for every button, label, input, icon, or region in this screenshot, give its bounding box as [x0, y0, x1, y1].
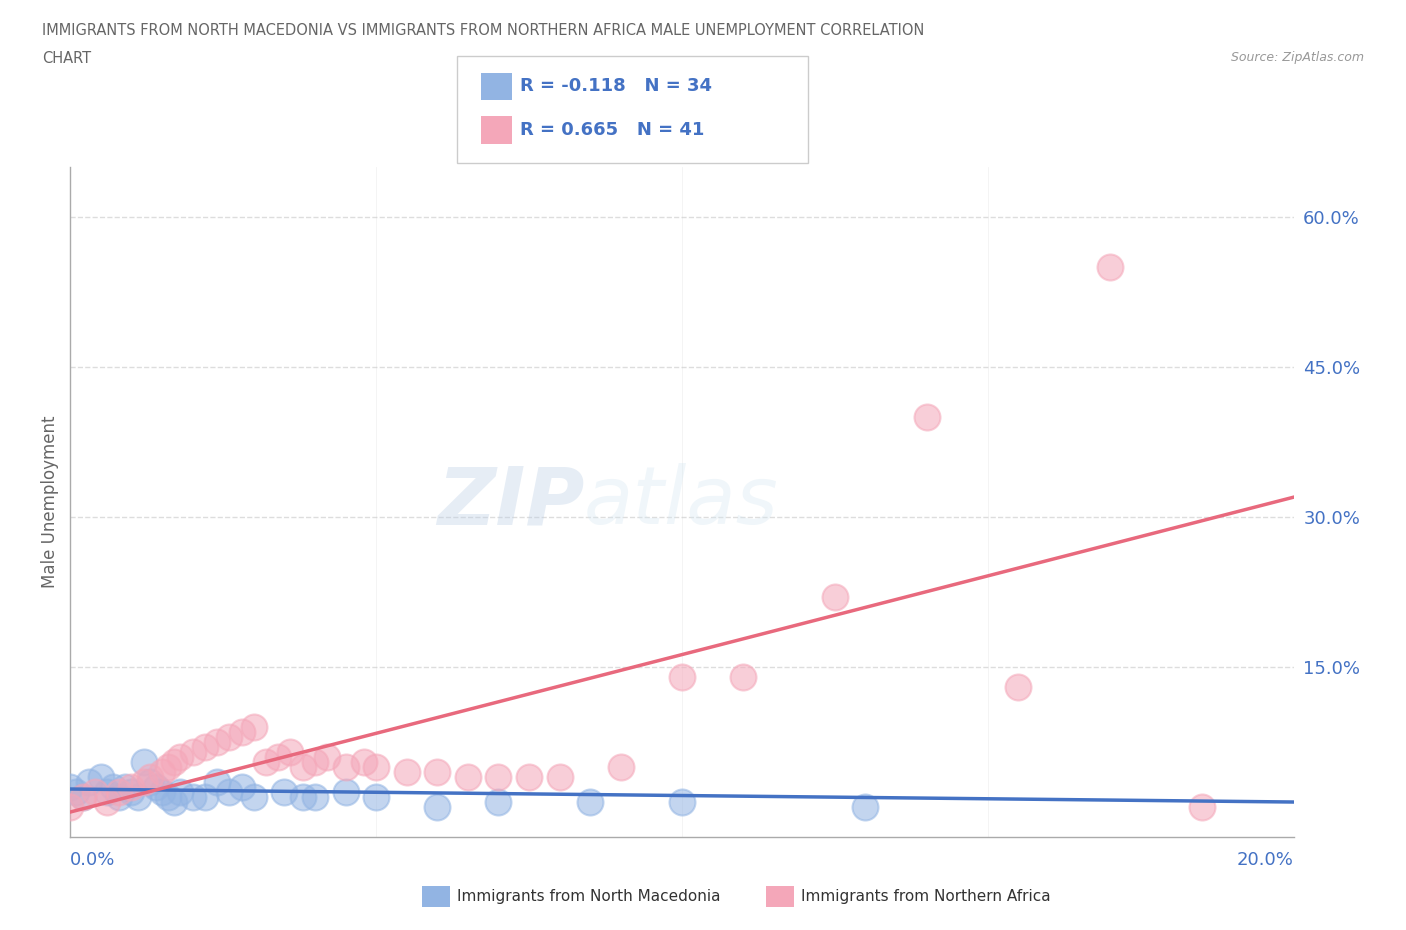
Point [205, 735, 228, 750]
Point [1099, 259, 1122, 274]
Point [163, 794, 186, 809]
Point [243, 720, 266, 735]
Point [108, 785, 131, 800]
Point [101, 779, 124, 794]
Point [291, 760, 314, 775]
Text: Immigrants from North Macedonia: Immigrants from North Macedonia [457, 889, 720, 904]
Point [915, 410, 938, 425]
Point [671, 794, 693, 809]
Point [150, 785, 173, 800]
Point [855, 800, 877, 815]
Point [231, 779, 253, 794]
Point [1191, 800, 1213, 815]
Point [243, 790, 266, 804]
Point [316, 750, 339, 764]
Point [72, 790, 94, 804]
Point [273, 785, 295, 800]
Point [733, 670, 755, 684]
Text: Immigrants from Northern Africa: Immigrants from Northern Africa [801, 889, 1052, 904]
Point [205, 775, 228, 790]
Point [579, 794, 602, 809]
Point [59, 800, 82, 815]
Point [169, 750, 191, 764]
Point [59, 779, 82, 794]
Point [366, 760, 388, 775]
Y-axis label: Male Unemployment: Male Unemployment [41, 416, 59, 589]
Point [65, 785, 87, 800]
Point [671, 670, 693, 684]
Point [254, 754, 277, 769]
Point [132, 775, 155, 790]
Point [353, 754, 375, 769]
Point [83, 785, 105, 800]
Point [395, 764, 418, 779]
Point [517, 770, 540, 785]
Point [218, 785, 240, 800]
Text: CHART: CHART [42, 51, 91, 66]
Point [145, 779, 167, 794]
Point [157, 760, 180, 775]
Point [108, 790, 131, 804]
Point [426, 800, 449, 815]
Text: atlas: atlas [583, 463, 779, 541]
Point [121, 779, 143, 794]
Point [96, 794, 118, 809]
Point [132, 754, 155, 769]
Point [366, 790, 388, 804]
Point [157, 790, 180, 804]
Point [77, 775, 100, 790]
Point [488, 794, 510, 809]
Text: R = 0.665   N = 41: R = 0.665 N = 41 [520, 121, 704, 140]
Text: IMMIGRANTS FROM NORTH MACEDONIA VS IMMIGRANTS FROM NORTHERN AFRICA MALE UNEMPLOY: IMMIGRANTS FROM NORTH MACEDONIA VS IMMIG… [42, 23, 925, 38]
Point [218, 730, 240, 745]
Point [169, 785, 191, 800]
Point [280, 745, 302, 760]
Point [1007, 680, 1029, 695]
Point [150, 764, 173, 779]
Point [426, 764, 449, 779]
Point [194, 739, 217, 754]
Point [127, 790, 149, 804]
Text: ZIP: ZIP [437, 463, 583, 541]
Point [72, 790, 94, 804]
Point [163, 754, 186, 769]
Point [335, 785, 357, 800]
Point [304, 790, 326, 804]
Point [824, 590, 846, 604]
Point [291, 790, 314, 804]
Point [139, 770, 162, 785]
Point [610, 760, 633, 775]
Text: 20.0%: 20.0% [1237, 851, 1294, 870]
Point [335, 760, 357, 775]
Point [96, 785, 118, 800]
Point [90, 770, 112, 785]
Text: 0.0%: 0.0% [70, 851, 115, 870]
Point [457, 770, 479, 785]
Point [548, 770, 571, 785]
Point [194, 790, 217, 804]
Point [181, 745, 204, 760]
Point [267, 750, 290, 764]
Point [121, 785, 143, 800]
Point [304, 754, 326, 769]
Point [231, 724, 253, 739]
Text: R = -0.118   N = 34: R = -0.118 N = 34 [520, 77, 713, 96]
Text: Source: ZipAtlas.com: Source: ZipAtlas.com [1230, 51, 1364, 64]
Point [488, 770, 510, 785]
Point [139, 775, 162, 790]
Point [114, 779, 136, 794]
Point [181, 790, 204, 804]
